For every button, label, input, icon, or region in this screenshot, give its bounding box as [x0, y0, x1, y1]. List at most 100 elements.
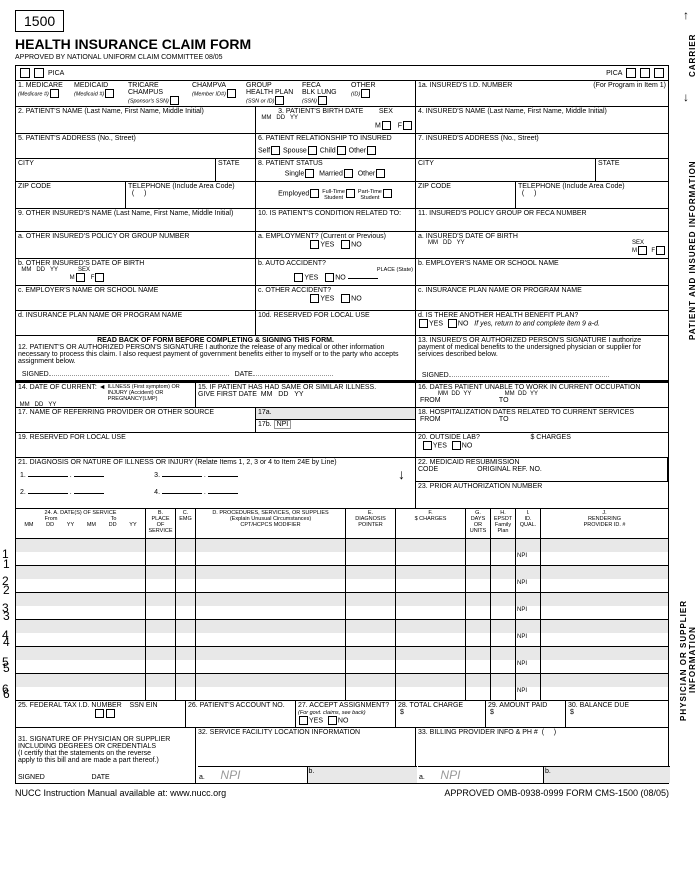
box10d-label: 10d. RESERVED FOR LOCAL USE [256, 311, 416, 335]
yn-checkbox[interactable] [341, 294, 350, 303]
medicare-label: MEDICARE [26, 82, 63, 89]
yn-checkbox[interactable] [299, 716, 308, 725]
zip-label: ZIP CODE [16, 182, 126, 208]
box25-label: 25. FEDERAL TAX I.D. NUMBER [18, 702, 122, 709]
sex-checkbox[interactable] [638, 246, 647, 255]
ein-checkbox[interactable] [106, 709, 115, 718]
insurance-checkbox[interactable] [361, 89, 370, 98]
pica-checkbox[interactable] [626, 68, 636, 78]
phone-label: TELEPHONE (Include Area Code) [518, 183, 625, 190]
sex-checkbox[interactable] [403, 121, 412, 130]
date-label: DATE [92, 774, 110, 781]
dollar-label: $ [490, 709, 494, 716]
sex-checkbox[interactable] [656, 246, 665, 255]
insurance-checkbox[interactable] [275, 96, 284, 105]
no-label: NO [338, 717, 349, 724]
box1a-label: 1a. INSURED'S I.D. NUMBER [418, 82, 512, 89]
yn-checkbox[interactable] [452, 441, 461, 450]
box9c-label: c. EMPLOYER'S NAME OR SCHOOL NAME [16, 286, 256, 310]
status-checkbox[interactable] [310, 189, 319, 198]
a-label: a. [419, 774, 425, 781]
pica-checkbox[interactable] [654, 68, 664, 78]
dd-label: DD [276, 115, 285, 121]
m-label: M [375, 122, 381, 129]
npi-label: NPI [274, 420, 292, 429]
box13-label: 13. INSURED'S OR AUTHORIZED PERSON'S SIG… [418, 337, 666, 358]
pica-checkbox[interactable] [640, 68, 650, 78]
box26-label: 26. PATIENT'S ACCOUNT NO. [186, 701, 296, 727]
champva-sub: (Member ID#) [192, 91, 226, 97]
box8-label: 8. PATIENT STATUS [258, 160, 413, 167]
arrow-down-icon: ↓ [398, 466, 405, 482]
npi-watermark: NPI [440, 768, 460, 782]
sex-label: SEX [379, 108, 393, 115]
service-row-number: 2 [3, 583, 10, 597]
no-label: NO [351, 295, 362, 302]
married-label: Married [319, 170, 343, 177]
medicaid-label: MEDICAID [74, 82, 108, 89]
b-label: b. [309, 768, 315, 775]
box11-label: 11. INSURED'S POLICY GROUP OR FECA NUMBE… [416, 209, 668, 231]
insurance-checkbox[interactable] [105, 89, 114, 98]
box7-label: 7. INSURED'S ADDRESS (No., Street) [416, 134, 668, 158]
rel-checkbox[interactable] [337, 146, 346, 155]
status-checkbox[interactable] [305, 169, 314, 178]
yn-checkbox[interactable] [448, 319, 457, 328]
box15-label: 15. IF PATIENT HAS HAD SAME OR SIMILAR I… [198, 384, 376, 398]
ssn-checkbox[interactable] [95, 709, 104, 718]
insurance-checkbox[interactable] [227, 89, 236, 98]
b24f-label: F. $ CHARGES [396, 509, 466, 538]
box3-label: 3. PATIENT'S BIRTH DATE [278, 108, 363, 115]
sex-checkbox[interactable] [382, 121, 391, 130]
b24b-label: B. PLACE OF SERVICE [146, 509, 176, 538]
medicare-sub: (Medicare #) [18, 91, 49, 97]
other-label: OTHER [351, 82, 376, 89]
parttime-label: Part-Time Student [358, 189, 382, 201]
box11c-label: c. INSURANCE PLAN NAME OR PROGRAM NAME [416, 286, 668, 310]
box28-label: 28. TOTAL CHARGE [398, 702, 463, 709]
status-checkbox[interactable] [344, 169, 353, 178]
pica-label: PICA [48, 70, 64, 77]
sex-checkbox[interactable] [95, 273, 104, 282]
box14-label: 14. DATE OF CURRENT: [18, 384, 97, 391]
box6-label: 6. PATIENT RELATIONSHIP TO INSURED [258, 135, 413, 142]
tricare-sub: (Sponsor's SSN) [128, 98, 169, 104]
box10a-label: a. EMPLOYMENT? (Current or Previous) [258, 233, 413, 240]
yn-checkbox[interactable] [423, 441, 432, 450]
rel-checkbox[interactable] [367, 146, 376, 155]
champva-label: CHAMPVA [192, 82, 226, 89]
sex-checkbox[interactable] [76, 273, 85, 282]
b-label: b. [545, 768, 551, 775]
dollar-label: $ [570, 709, 574, 716]
pica-checkbox[interactable] [34, 68, 44, 78]
yn-checkbox[interactable] [310, 240, 319, 249]
insurance-checkbox[interactable] [50, 89, 59, 98]
pica-checkbox[interactable] [20, 68, 30, 78]
other-sub: (ID) [351, 91, 360, 97]
child-label: Child [320, 147, 336, 154]
status-checkbox[interactable] [346, 189, 355, 198]
pica-label: PICA [606, 70, 622, 77]
box19-label: 19. RESERVED FOR LOCAL USE [16, 433, 416, 457]
yn-checkbox[interactable] [325, 273, 334, 282]
status-checkbox[interactable] [383, 189, 392, 198]
yn-checkbox[interactable] [328, 716, 337, 725]
charges-label: $ CHARGES [530, 434, 570, 441]
rel-checkbox[interactable] [308, 146, 317, 155]
city-label: CITY [416, 159, 596, 181]
yn-checkbox[interactable] [341, 240, 350, 249]
f-label: F [398, 122, 402, 129]
yn-checkbox[interactable] [310, 294, 319, 303]
box9b-label: b. OTHER INSURED'S DATE OF BIRTH [18, 260, 253, 267]
status-checkbox[interactable] [376, 169, 385, 178]
no-label: NO [458, 320, 469, 327]
employed-label: Employed [278, 190, 309, 197]
rel-checkbox[interactable] [271, 146, 280, 155]
yn-checkbox[interactable] [419, 319, 428, 328]
box9a-label: a. OTHER INSURED'S POLICY OR GROUP NUMBE… [16, 232, 256, 258]
insurance-checkbox[interactable] [318, 96, 327, 105]
yn-checkbox[interactable] [294, 273, 303, 282]
insurance-checkbox[interactable] [170, 96, 179, 105]
group-label: GROUP HEALTH PLAN [246, 82, 293, 96]
diag4-label: 4. [154, 489, 160, 496]
